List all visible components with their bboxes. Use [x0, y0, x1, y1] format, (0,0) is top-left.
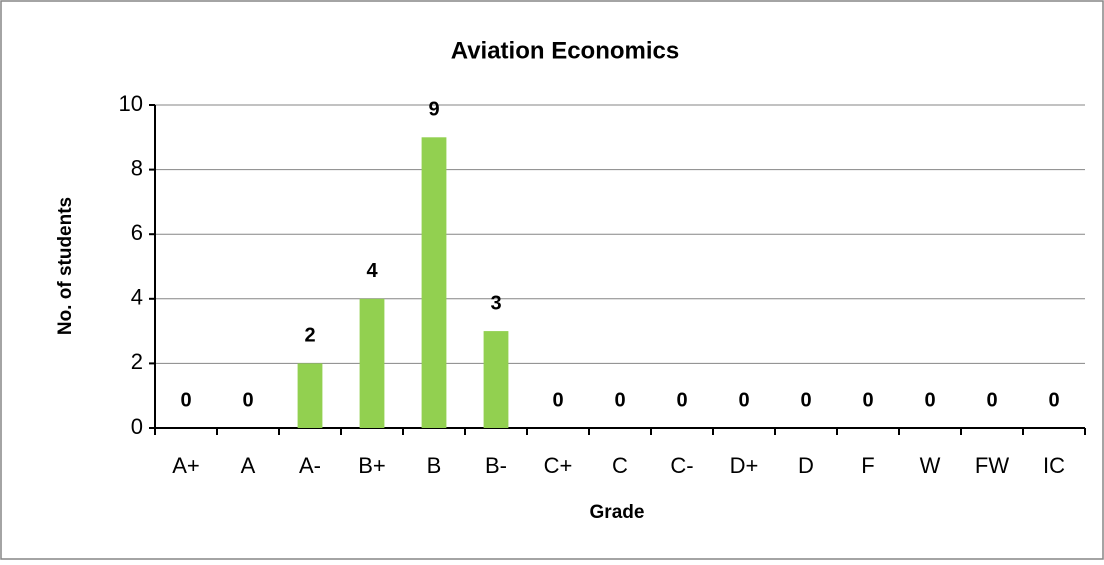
x-tick-label: C- [670, 453, 693, 478]
data-label: 9 [428, 99, 439, 121]
y-tick-label: 10 [119, 91, 143, 116]
data-label: 0 [986, 389, 997, 411]
data-label: 0 [1048, 389, 1059, 411]
bar [297, 363, 323, 428]
data-label: 0 [862, 389, 873, 411]
x-tick-label: W [920, 453, 941, 478]
y-tick-label: 4 [131, 285, 143, 310]
data-label: 0 [676, 389, 687, 411]
x-tick-label: B [427, 453, 442, 478]
x-tick-label: IC [1043, 453, 1065, 478]
data-label: 0 [614, 389, 625, 411]
y-axis-label: No. of students [55, 197, 76, 335]
x-tick-label: C [612, 453, 628, 478]
y-tick-label: 2 [131, 349, 143, 374]
bar [359, 298, 385, 428]
y-tick-label: 0 [131, 414, 143, 439]
data-label: 0 [738, 389, 749, 411]
x-axis-label: Grade [590, 502, 645, 523]
y-tick-label: 8 [131, 155, 143, 180]
x-tick-label: A [241, 453, 256, 478]
data-label: 4 [366, 260, 378, 282]
data-label: 0 [924, 389, 935, 411]
y-tick-label: 6 [131, 220, 143, 245]
x-tick-label: A- [299, 453, 321, 478]
data-label: 0 [800, 389, 811, 411]
x-tick-label: B+ [358, 453, 386, 478]
x-tick-label: F [861, 453, 874, 478]
data-label: 3 [490, 292, 501, 314]
bar [483, 331, 509, 428]
chart-title: Aviation Economics [451, 37, 680, 64]
x-tick-label: B- [485, 453, 507, 478]
data-label: 2 [304, 325, 315, 347]
data-label: 0 [180, 389, 191, 411]
x-tick-label: A+ [172, 453, 200, 478]
x-tick-label: C+ [544, 453, 573, 478]
x-tick-label: D [798, 453, 814, 478]
data-label: 0 [552, 389, 563, 411]
bar [421, 137, 447, 429]
x-tick-label: D+ [730, 453, 759, 478]
x-tick-label: FW [975, 453, 1009, 478]
data-label: 0 [242, 389, 253, 411]
